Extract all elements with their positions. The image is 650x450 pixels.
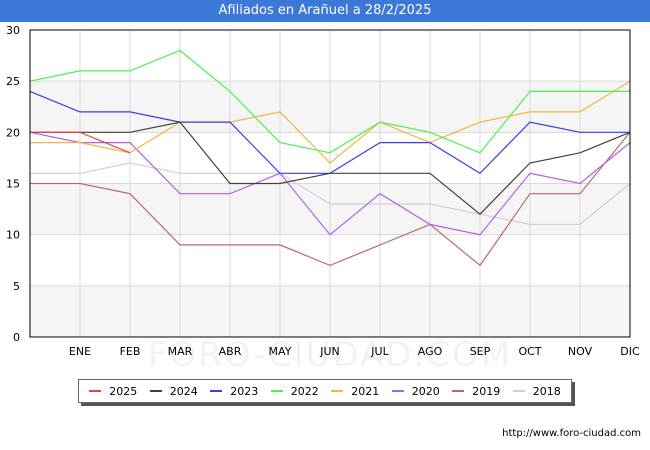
series-lines [29,49,631,267]
series-line-2020 [29,131,631,236]
x-tick-label: AGO [418,345,443,358]
x-tick-label: JUL [370,345,389,358]
x-tick-label: DIC [620,345,640,358]
y-tick-label: 5 [13,280,20,293]
y-tick-label: 0 [13,331,20,344]
y-tick-label: 30 [6,24,20,37]
legend-item-2020: 2020 [391,384,440,398]
chart-title: Afiliados en Arañuel a 28/2/2025 [0,0,650,22]
legend-swatch [270,390,283,392]
x-tick-label: FEB [120,345,141,358]
legend-label: 2019 [472,384,501,398]
legend-item-2018: 2018 [512,384,561,398]
y-tick-label: 25 [6,75,20,88]
x-tick-label: MAY [269,345,292,358]
legend-item-2021: 2021 [331,385,379,398]
legend: 2025 2024 2023 2022 2021 2020 2019 2018 [78,379,572,403]
legend-item-2024: 2024 [149,384,198,398]
legend-item-2023: 2023 [210,385,258,398]
series-line-2022 [29,49,630,154]
legend-swatch [210,390,223,392]
legend-swatch [149,390,162,392]
x-tick-label: ABR [219,345,242,358]
plot-frame [29,29,631,338]
legend-swatch [89,390,102,392]
y-tick-label: 10 [6,229,20,242]
x-tick-label: ENE [69,345,91,358]
legend-label: 2021 [351,384,380,398]
series-line-2024 [30,121,631,216]
legend-swatch [512,390,525,392]
x-tick-label: NOV [568,345,593,358]
x-axis-ticks: ENE FEB MAR ABR MAY JUN JUL AGO SEP OCT NOV DIC [69,345,640,358]
legend-swatch [331,390,344,392]
y-tick-label: 15 [6,178,20,191]
legend-label: 2025 [109,384,138,398]
legend-swatch [452,390,465,392]
series-line-2019 [30,131,631,267]
legend-label: 2024 [169,384,198,398]
x-tick-label: OCT [518,345,541,358]
x-tick-label: JUN [319,345,340,358]
y-tick-label: 20 [6,126,20,139]
x-tick-label: SEP [470,345,491,358]
legend-label: 2020 [411,384,440,398]
legend-label: 2022 [290,384,319,398]
x-tick-label: MAR [168,345,193,358]
legend-item-2019: 2019 [452,385,500,398]
series-line-2018 [30,162,631,225]
legend-swatch [391,390,404,392]
watermark: FORO-CIUDAD.COM [148,335,512,375]
legend-label: 2023 [230,384,259,398]
legend-item-2022: 2022 [270,384,319,398]
series-line-2025 [30,131,131,154]
y-axis-ticks: 0 5 10 15 20 25 30 [6,24,20,344]
legend-label: 2018 [532,384,561,398]
footer-url: http://www.foro-ciudad.com [502,428,641,439]
legend-item-2025: 2025 [89,385,137,398]
